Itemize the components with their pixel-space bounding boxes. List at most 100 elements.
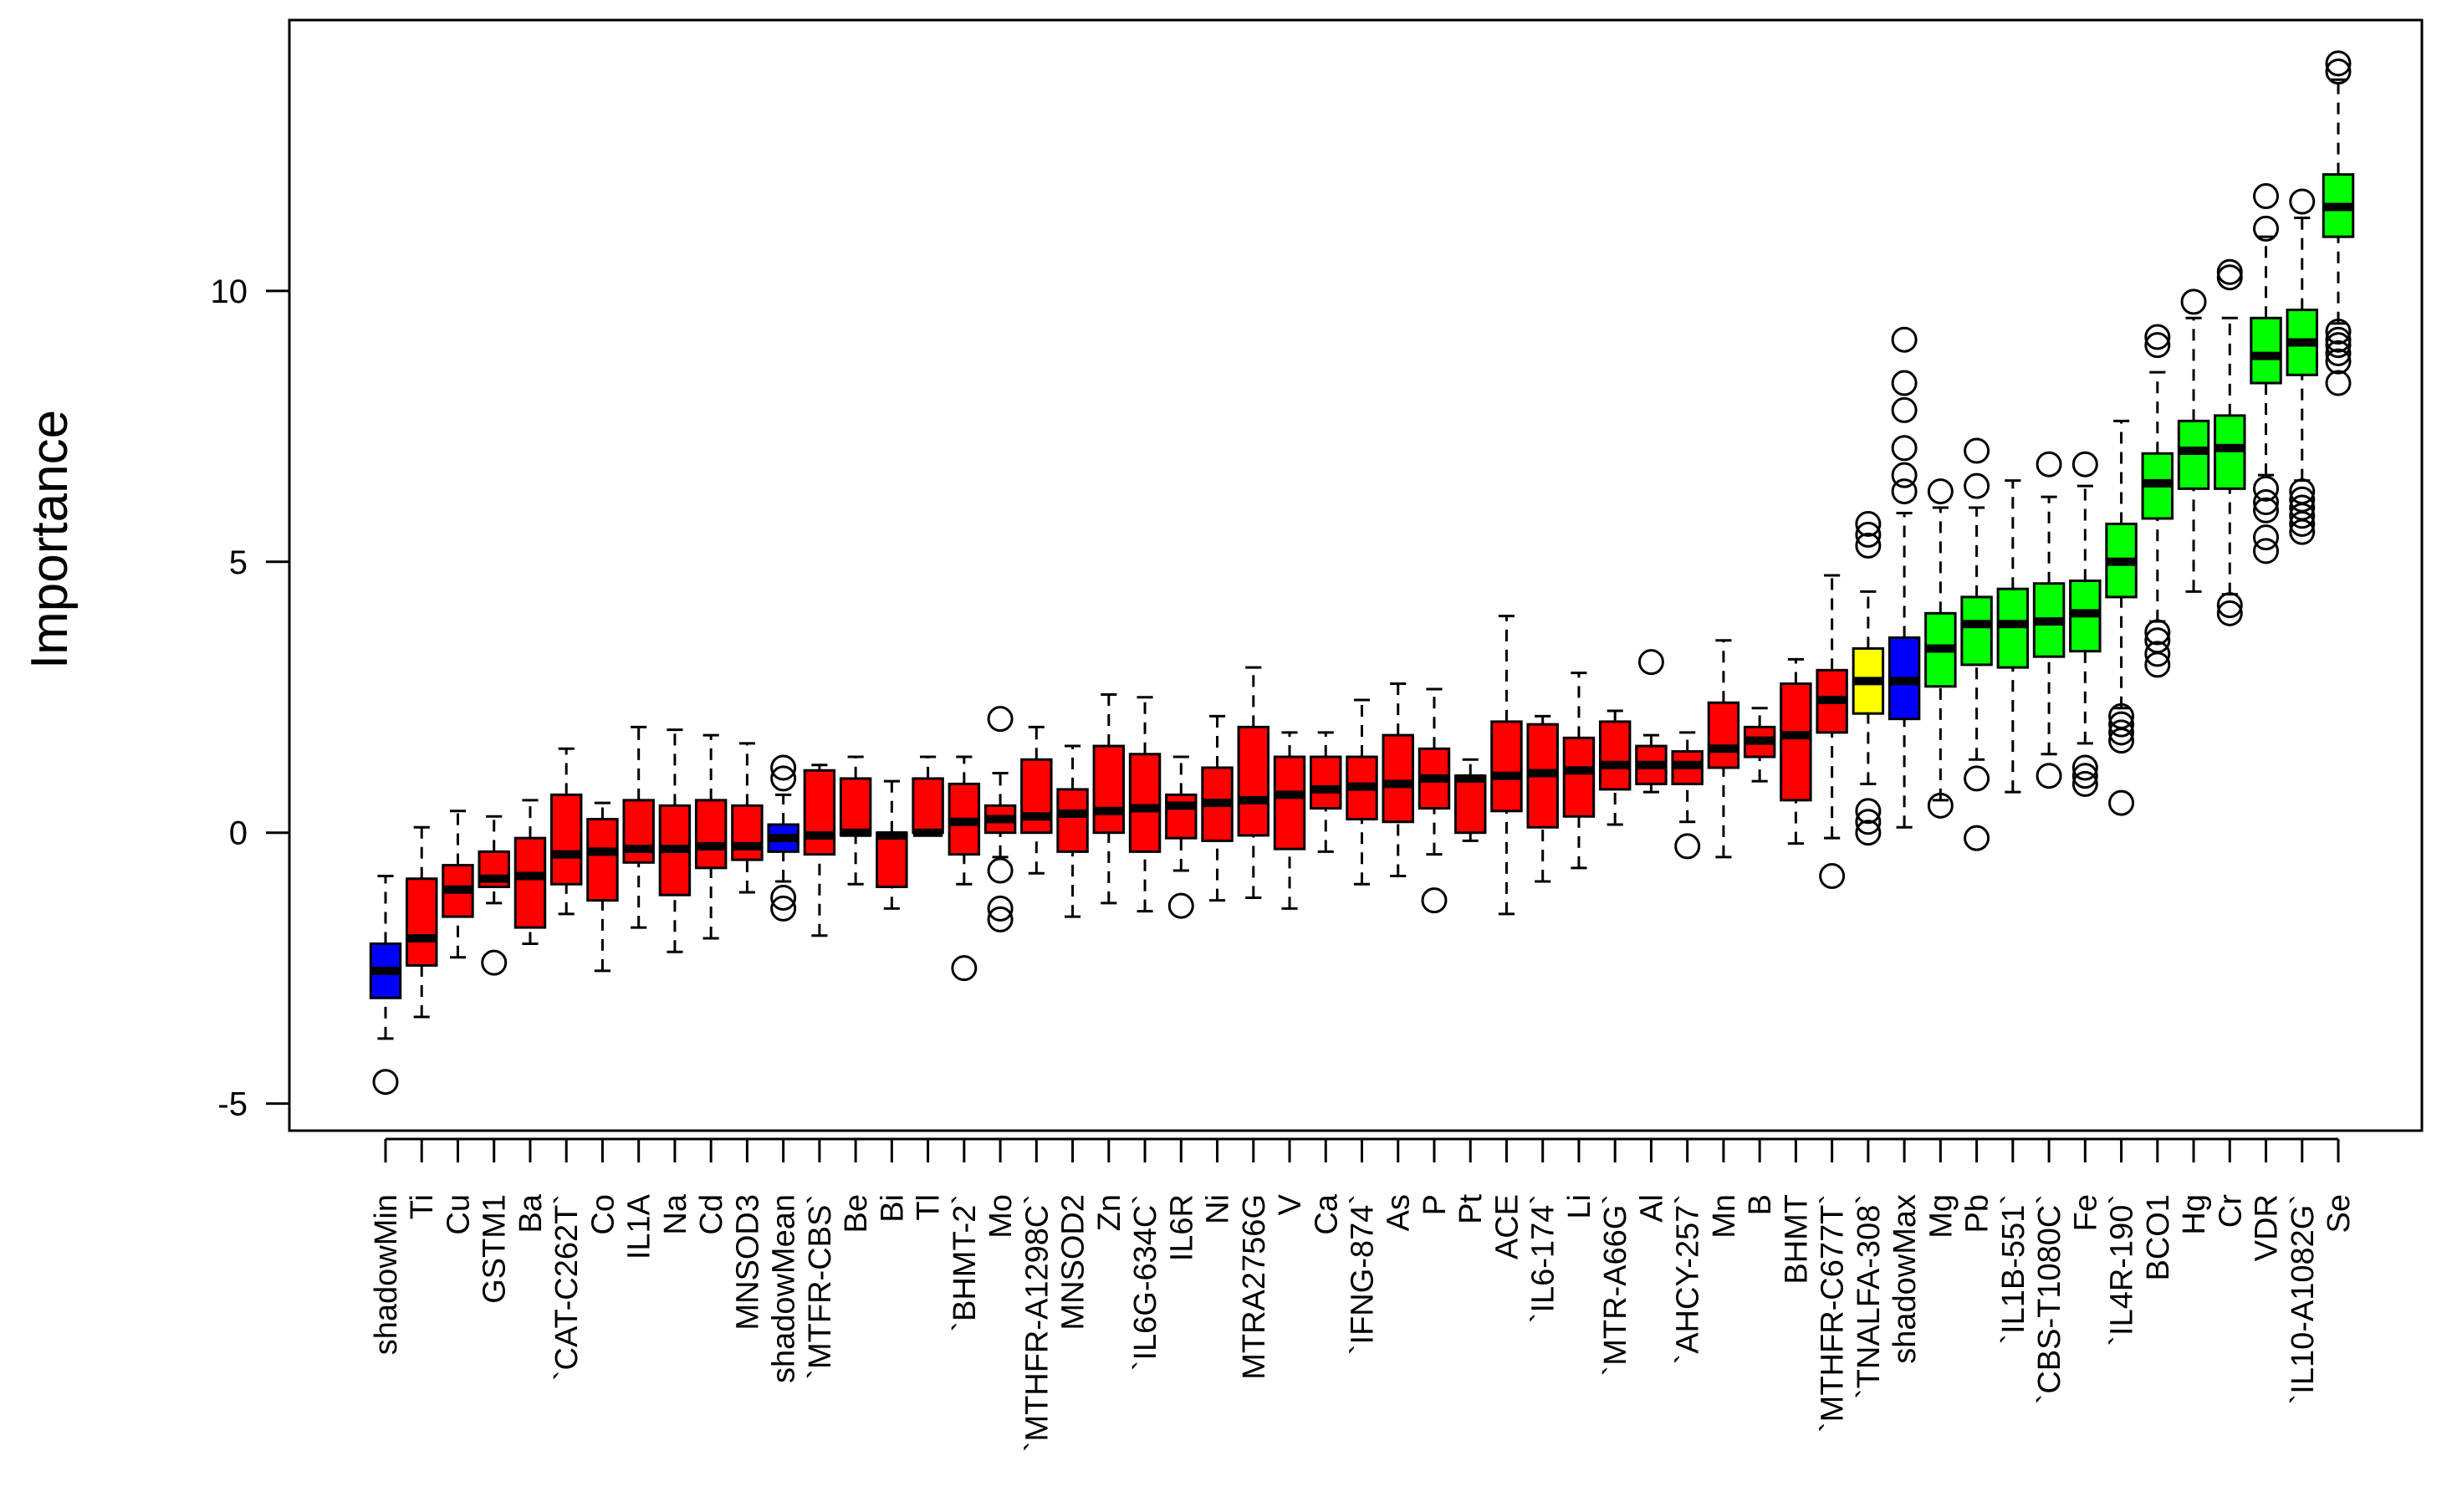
- outlier-point: [2325, 340, 2352, 366]
- box: [1092, 744, 1126, 835]
- outlier-point: [1855, 510, 1882, 537]
- y-axis-label: Importance: [21, 410, 79, 669]
- box: [2250, 316, 2282, 385]
- outlier-point: [2144, 641, 2171, 667]
- x-tick-label: `CBS-T1080C`: [2032, 1194, 2067, 1404]
- outlier-point: [1855, 532, 1882, 559]
- x-tick-label: Fe: [2068, 1194, 2103, 1231]
- outlier-point: [987, 706, 1014, 733]
- x-tick-label: `IFNG-874`: [1346, 1194, 1381, 1355]
- outlier-point: [1964, 472, 1990, 499]
- x-tick-label: Mo: [983, 1194, 1019, 1239]
- outlier-point: [2289, 486, 2316, 513]
- box: [839, 777, 872, 837]
- x-tick-label: BHMT: [1779, 1194, 1814, 1285]
- outlier-point: [481, 949, 508, 976]
- x-tick-label: As: [1382, 1194, 1417, 1231]
- x-tick-label: shadowMin: [369, 1194, 404, 1355]
- outlier-point: [1421, 887, 1448, 914]
- x-tick-label: P: [1418, 1194, 1453, 1215]
- outlier-point: [2216, 592, 2243, 619]
- outlier-point: [1891, 326, 1918, 353]
- y-tick-label: 10: [211, 273, 248, 310]
- outlier-point: [1891, 462, 1918, 488]
- box: [513, 836, 547, 929]
- box: [1780, 682, 1812, 802]
- x-tick-label: Li: [1562, 1194, 1597, 1219]
- outlier-point: [770, 754, 797, 781]
- x-tick-label: Cu: [441, 1194, 476, 1235]
- outlier-point: [2325, 59, 2352, 85]
- box: [1707, 701, 1740, 769]
- outlier-point: [770, 765, 797, 792]
- box: [1960, 595, 1993, 667]
- outlier-point: [2325, 318, 2352, 345]
- x-tick-label: MTRA2756G: [1237, 1194, 1272, 1380]
- outlier-point: [2289, 478, 2316, 505]
- x-tick-label: Bi: [875, 1194, 910, 1223]
- outlier-point: [1891, 396, 1918, 423]
- outlier-point: [2108, 719, 2135, 746]
- outlier-point: [2325, 348, 2352, 375]
- outlier-point: [1855, 820, 1882, 846]
- x-tick-label: Pb: [1960, 1194, 1995, 1233]
- x-tick-label: IL1A: [622, 1193, 657, 1259]
- x-tick-label: VDR: [2250, 1194, 2285, 1261]
- box: [1237, 725, 1270, 837]
- outlier-point: [1855, 809, 1882, 835]
- outlier-point: [2071, 451, 2098, 478]
- box: [1165, 793, 1198, 840]
- outlier-point: [2253, 183, 2280, 210]
- outlier-point: [2071, 770, 2098, 797]
- outlier-point: [1964, 765, 1990, 792]
- box: [1382, 733, 1414, 824]
- outlier-point: [2325, 370, 2352, 396]
- x-tick-label: shadowMax: [1888, 1194, 1923, 1364]
- x-tick-label: Mg: [1923, 1194, 1959, 1239]
- outlier-point: [987, 857, 1014, 884]
- x-tick-label: `AHCY-257`: [1671, 1194, 1706, 1364]
- x-tick-label: Be: [839, 1194, 874, 1233]
- outlier-point: [2289, 188, 2316, 215]
- box: [731, 804, 764, 861]
- outlier-point: [770, 884, 797, 911]
- x-tick-label: Ca: [1309, 1193, 1344, 1234]
- outlier-point: [1855, 521, 1882, 548]
- outlier-point: [1855, 798, 1882, 825]
- outlier-point: [2144, 627, 2171, 654]
- x-tick-label: ACE: [1489, 1194, 1525, 1259]
- outlier-point: [987, 895, 1014, 922]
- x-tick-label: Zn: [1092, 1194, 1127, 1231]
- outlier-point: [1819, 863, 1846, 890]
- y-tick-label: 5: [229, 544, 248, 581]
- outlier-point: [2253, 489, 2280, 516]
- x-tick-label: Cr: [2213, 1194, 2248, 1228]
- box: [694, 799, 728, 870]
- box: [1128, 753, 1162, 853]
- x-tick-label: `IL6-174`: [1526, 1194, 1561, 1323]
- outlier-point: [2253, 524, 2280, 551]
- outlier-point: [2253, 215, 2280, 242]
- outlier-point: [372, 1069, 399, 1096]
- x-tick-label: `MTHFR-A1298C`: [1019, 1194, 1055, 1452]
- outlier-point: [2216, 600, 2243, 626]
- x-tick-label: `IL4R-190`: [2105, 1194, 2140, 1346]
- x-tick-label: Hg: [2177, 1194, 2212, 1235]
- outlier-point: [2144, 619, 2171, 646]
- outlier-point: [2108, 789, 2135, 816]
- x-tick-label: Ni: [1201, 1194, 1236, 1224]
- box: [876, 831, 908, 888]
- outlier-point: [1964, 437, 1990, 464]
- x-tick-label: `IL6G-634C`: [1128, 1194, 1163, 1371]
- x-tick-label: Ba: [513, 1193, 549, 1233]
- outlier-point: [1637, 649, 1664, 676]
- x-tick-label: `MTR-A66G`: [1598, 1194, 1633, 1376]
- x-tick-label: MNSOD2: [1056, 1194, 1091, 1331]
- x-tick-label: Cd: [694, 1194, 729, 1235]
- outlier-point: [1927, 792, 1954, 819]
- x-tick-label: MNSOD3: [730, 1194, 765, 1331]
- x-tick-label: GSTM1: [478, 1194, 513, 1304]
